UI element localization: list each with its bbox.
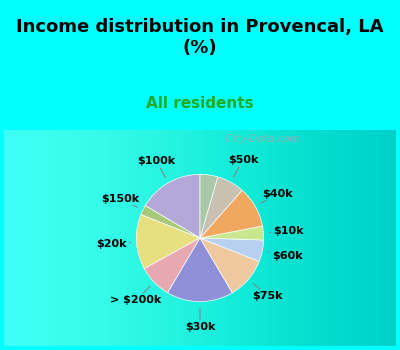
Wedge shape bbox=[200, 177, 242, 238]
Wedge shape bbox=[144, 238, 200, 293]
Text: $10k: $10k bbox=[269, 226, 304, 236]
Wedge shape bbox=[200, 190, 262, 238]
Text: $150k: $150k bbox=[101, 194, 139, 208]
Text: $40k: $40k bbox=[260, 189, 293, 203]
Text: City-Data.com: City-Data.com bbox=[219, 134, 300, 144]
Text: $75k: $75k bbox=[252, 283, 283, 301]
Text: $60k: $60k bbox=[268, 251, 302, 261]
Wedge shape bbox=[136, 215, 200, 269]
Wedge shape bbox=[145, 174, 200, 238]
Text: Income distribution in Provencal, LA
(%): Income distribution in Provencal, LA (%) bbox=[16, 18, 384, 57]
Text: $100k: $100k bbox=[137, 156, 175, 177]
Text: $20k: $20k bbox=[96, 239, 130, 248]
Text: $50k: $50k bbox=[228, 155, 258, 177]
Text: All residents: All residents bbox=[146, 96, 254, 111]
Wedge shape bbox=[168, 238, 232, 302]
Wedge shape bbox=[200, 174, 218, 238]
Wedge shape bbox=[200, 238, 264, 261]
Text: > $200k: > $200k bbox=[110, 286, 162, 305]
Wedge shape bbox=[141, 205, 200, 238]
Wedge shape bbox=[200, 238, 259, 293]
Text: $30k: $30k bbox=[185, 308, 215, 332]
Wedge shape bbox=[200, 226, 264, 240]
